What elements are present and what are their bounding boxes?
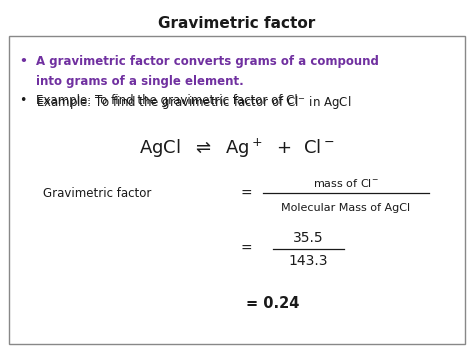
Text: = 0.24: = 0.24: [246, 296, 300, 311]
Text: AgCl  $\rightleftharpoons$  Ag$^+$  +  Cl$^-$: AgCl $\rightleftharpoons$ Ag$^+$ + Cl$^-…: [139, 137, 335, 160]
Text: =: =: [241, 241, 252, 256]
Text: =: =: [241, 186, 252, 201]
Text: Gravimetric factor: Gravimetric factor: [43, 187, 151, 200]
Text: •: •: [19, 94, 27, 107]
Text: A gravimetric factor converts grams of a compound: A gravimetric factor converts grams of a…: [36, 55, 378, 68]
FancyBboxPatch shape: [9, 36, 465, 344]
Text: Example: To find the gravimetric factor of Cl: Example: To find the gravimetric factor …: [36, 94, 297, 107]
Text: mass of Cl$^{-}$: mass of Cl$^{-}$: [313, 177, 379, 189]
Text: into grams of a single element.: into grams of a single element.: [36, 75, 243, 88]
Text: 143.3: 143.3: [288, 254, 328, 268]
Text: Molecular Mass of AgCl: Molecular Mass of AgCl: [282, 203, 410, 213]
Text: Gravimetric factor: Gravimetric factor: [158, 16, 316, 31]
Text: •: •: [19, 55, 27, 68]
Text: Example: To find the gravimetric factor of Cl$^{-}$ in AgCl: Example: To find the gravimetric factor …: [36, 94, 351, 111]
Text: 35.5: 35.5: [293, 231, 323, 245]
